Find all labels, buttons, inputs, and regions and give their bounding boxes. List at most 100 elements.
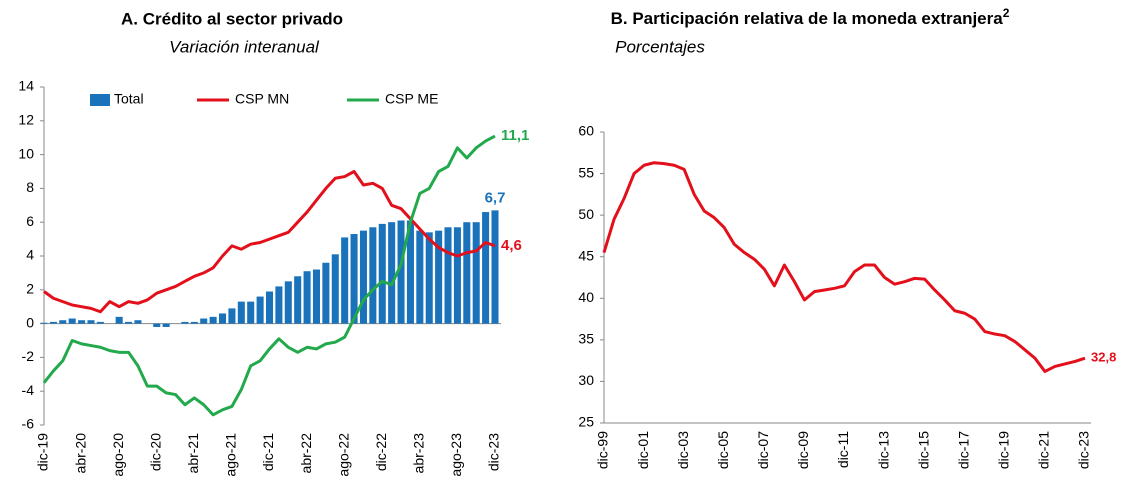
bar [303, 271, 311, 324]
bar [247, 301, 255, 324]
line [602, 161, 1086, 373]
bar [96, 321, 104, 324]
legend-label: CSP MN [235, 91, 289, 107]
x-tick-label: dic-15 [915, 431, 931, 469]
x-tick-label: dic-23 [1076, 431, 1092, 469]
bar [115, 316, 123, 324]
x-tick-label: dic-99 [595, 431, 611, 469]
bar [181, 321, 189, 324]
x-tick-label: dic-20 [147, 433, 163, 471]
x-tick-label: abr-21 [185, 433, 201, 474]
bar [294, 276, 302, 324]
bar [472, 222, 480, 324]
bar [49, 321, 57, 324]
data-label: 4,6 [501, 237, 522, 254]
x-tick-label: abr-23 [411, 433, 427, 474]
y-tick-label: -6 [22, 416, 35, 432]
x-tick-label: dic-03 [675, 431, 691, 469]
bar [388, 222, 396, 324]
x-tick-label: ago-21 [223, 433, 239, 477]
bar [435, 230, 443, 324]
data-label: 11,1 [501, 127, 529, 144]
x-tick-label: abr-20 [72, 433, 88, 474]
y-tick-label: 40 [578, 289, 594, 305]
x-tick-label: dic-19 [996, 431, 1012, 469]
y-tick-label: 35 [578, 331, 594, 347]
title-note: 2 [1003, 6, 1010, 20]
bar [256, 296, 264, 324]
bar [350, 234, 358, 324]
legend-swatch [90, 94, 110, 106]
x-tick-label: dic-23 [486, 433, 502, 471]
bar [491, 210, 499, 324]
bar [453, 227, 461, 324]
x-tick-label: dic-11 [835, 431, 851, 468]
x-tick-label: dic-22 [373, 433, 389, 471]
y-tick-label: 10 [18, 145, 34, 161]
bar [68, 318, 76, 324]
x-tick-label: dic-21 [1036, 431, 1052, 469]
y-tick-label: -4 [22, 382, 35, 398]
y-tick-label: 14 [18, 78, 34, 94]
bar [237, 301, 245, 324]
y-tick-label: 6 [26, 213, 34, 229]
x-tick-label: dic-09 [795, 431, 811, 469]
x-tick-label: dic-21 [260, 433, 276, 471]
line [43, 170, 496, 314]
bar [59, 320, 67, 324]
bar [312, 269, 321, 324]
bar [322, 262, 330, 324]
bar [425, 232, 433, 324]
y-tick-label: 0 [26, 314, 34, 330]
y-tick-label: 8 [26, 179, 34, 195]
bar [134, 320, 142, 324]
bar [200, 318, 208, 324]
y-tick-label: 25 [578, 414, 594, 430]
bar [275, 286, 283, 324]
x-tick-label: dic-17 [955, 431, 971, 469]
chart-title: A. Crédito al sector privado [121, 9, 343, 28]
y-tick-label: 60 [578, 123, 594, 139]
x-tick-label: ago-23 [448, 433, 464, 477]
y-tick-label: 45 [578, 247, 594, 263]
y-tick-label: 30 [578, 372, 594, 388]
data-label: 6,7 [485, 189, 506, 206]
bar [416, 230, 424, 324]
bar [78, 320, 86, 324]
chart-subtitle: Variación interanual [169, 37, 320, 56]
x-tick-label: ago-20 [110, 433, 126, 477]
data-label: 32,8 [1091, 350, 1116, 365]
bar [397, 220, 405, 324]
x-tick-label: dic-01 [635, 431, 651, 469]
y-tick-label: 12 [18, 112, 34, 128]
bar [125, 321, 133, 324]
bar [444, 227, 452, 324]
x-tick-label: dic-13 [875, 431, 891, 469]
bar [153, 323, 161, 327]
title-text: B. Participación relativa de la moneda e… [611, 9, 1004, 28]
bar [190, 321, 198, 324]
x-tick-label: ago-22 [335, 433, 351, 477]
bar [265, 291, 274, 324]
legend-label: Total [114, 91, 144, 107]
x-tick-label: abr-22 [298, 433, 314, 474]
bar [369, 227, 377, 324]
y-tick-label: -2 [22, 348, 35, 364]
bar [359, 230, 367, 324]
bar [284, 281, 292, 324]
chart-title: B. Participación relativa de la moneda e… [611, 6, 1010, 28]
x-tick-label: dic-05 [715, 431, 731, 469]
line [42, 134, 496, 417]
chart-subtitle: Porcentajes [615, 37, 705, 56]
y-tick-label: 2 [26, 281, 34, 297]
bar [341, 237, 349, 324]
bar [378, 223, 386, 324]
bar [228, 308, 236, 324]
y-tick-label: 55 [578, 164, 594, 180]
bar [463, 222, 471, 324]
legend-label: CSP ME [385, 91, 438, 107]
bar [87, 320, 95, 324]
bar [406, 220, 414, 324]
bar [331, 254, 339, 324]
